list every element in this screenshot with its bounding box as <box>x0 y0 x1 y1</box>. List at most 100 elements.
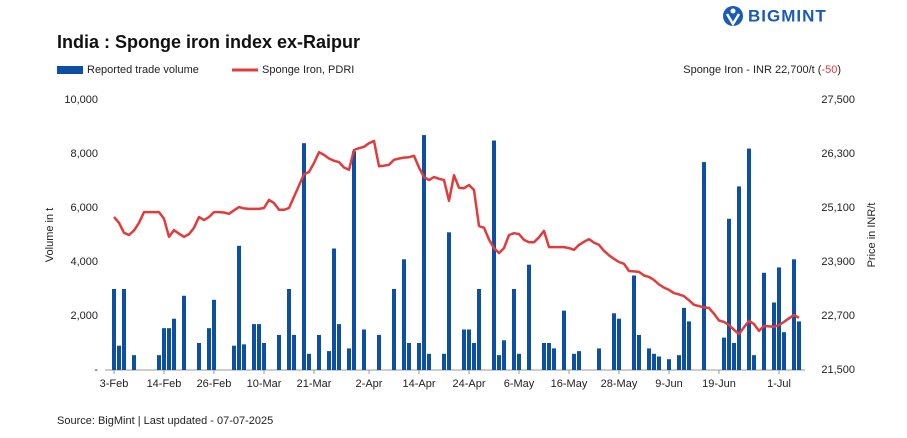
x-tick-label: 9-Jun <box>655 378 683 390</box>
bar <box>407 343 411 370</box>
bar <box>132 355 136 370</box>
bar <box>467 329 471 370</box>
bar <box>547 343 551 370</box>
y2-tick-label: 21,500 <box>821 364 855 376</box>
bar <box>232 345 236 370</box>
x-tick-label: 14-Feb <box>147 378 182 390</box>
y-tick-label: 6,000 <box>70 202 98 214</box>
bar <box>292 334 296 370</box>
bar <box>657 356 661 370</box>
bar <box>552 348 556 370</box>
bar <box>447 232 451 370</box>
bar <box>752 355 756 370</box>
x-tick-label: 16-May <box>551 378 588 390</box>
y-tick-label: 10,000 <box>64 94 98 106</box>
bar <box>562 310 566 370</box>
bar <box>122 289 126 370</box>
x-tick-label: 21-Mar <box>297 378 332 390</box>
legend-label: Sponge Iron, PDRI <box>262 64 354 76</box>
annotation-change: -50 <box>821 64 837 76</box>
bar <box>637 334 641 370</box>
y-tick-label: 8,000 <box>70 148 98 160</box>
bar <box>332 248 336 370</box>
bar <box>687 321 691 370</box>
annotation-text: Sponge Iron - INR 22,700/t ( <box>683 64 822 76</box>
bar <box>377 334 381 370</box>
x-tick-label: 3-Feb <box>100 378 129 390</box>
logo-icon-head <box>730 8 736 14</box>
x-tick-label: 2-Apr <box>356 378 383 390</box>
bar <box>167 328 171 370</box>
bar <box>417 343 421 370</box>
x-tick-label: 28-May <box>601 378 638 390</box>
y-tick-label: 2,000 <box>70 310 98 322</box>
y-tick-label: 4,000 <box>70 256 98 268</box>
y-axis-label: Volume in t <box>44 208 56 262</box>
bar <box>252 324 256 370</box>
bar <box>647 348 651 370</box>
bar <box>502 340 506 370</box>
bar <box>242 344 246 370</box>
bar <box>762 272 766 370</box>
x-tick-label: 10-Mar <box>247 378 282 390</box>
bar <box>722 337 726 370</box>
legend-label: Reported trade volume <box>87 64 199 76</box>
bar <box>392 289 396 370</box>
bar <box>517 353 521 370</box>
bar <box>652 353 656 370</box>
bar <box>572 353 576 370</box>
x-tick-label: 14-Apr <box>402 378 435 390</box>
bar <box>737 186 741 370</box>
bar <box>112 289 116 370</box>
bar <box>462 329 466 370</box>
bar <box>617 318 621 370</box>
bar <box>352 151 356 370</box>
bar <box>772 302 776 370</box>
bar <box>612 313 616 370</box>
bar <box>287 289 291 370</box>
bar <box>472 343 476 370</box>
bar <box>477 289 481 370</box>
bar <box>682 307 686 370</box>
bar <box>317 334 321 370</box>
bar <box>747 148 751 370</box>
bar <box>732 343 736 370</box>
bar <box>157 355 161 370</box>
bar <box>237 245 241 370</box>
legend-swatch-bar <box>57 66 83 74</box>
bar <box>362 329 366 370</box>
bar <box>402 259 406 370</box>
y2-tick-label: 26,300 <box>821 148 855 160</box>
bar <box>797 321 801 370</box>
bar <box>727 218 731 370</box>
line <box>113 139 800 336</box>
bar <box>577 351 581 370</box>
logo-icon <box>723 6 743 26</box>
bar <box>422 135 426 370</box>
bar <box>702 162 706 370</box>
y-tick-label: - <box>94 364 98 376</box>
y2-tick-label: 22,700 <box>821 310 855 322</box>
bar <box>162 328 166 370</box>
bar <box>527 264 531 370</box>
x-tick-label: 26-Feb <box>197 378 232 390</box>
bar <box>427 353 431 370</box>
y2-tick-label: 27,500 <box>821 94 855 106</box>
bar <box>182 295 186 370</box>
bar <box>667 359 671 370</box>
bar <box>782 332 786 370</box>
y2-axis-label: Price in INR/t <box>866 203 878 268</box>
bar <box>632 275 636 370</box>
x-tick-label: 19-Jun <box>702 378 736 390</box>
bar <box>212 299 216 370</box>
bar <box>277 334 281 370</box>
bar <box>347 348 351 370</box>
bar <box>117 345 121 370</box>
bar <box>207 328 211 370</box>
bar <box>677 355 681 370</box>
logo-icon-body <box>725 13 741 27</box>
bar <box>337 324 341 370</box>
chart-title: India : Sponge iron index ex-Raipur <box>57 32 360 52</box>
bar <box>497 355 501 370</box>
